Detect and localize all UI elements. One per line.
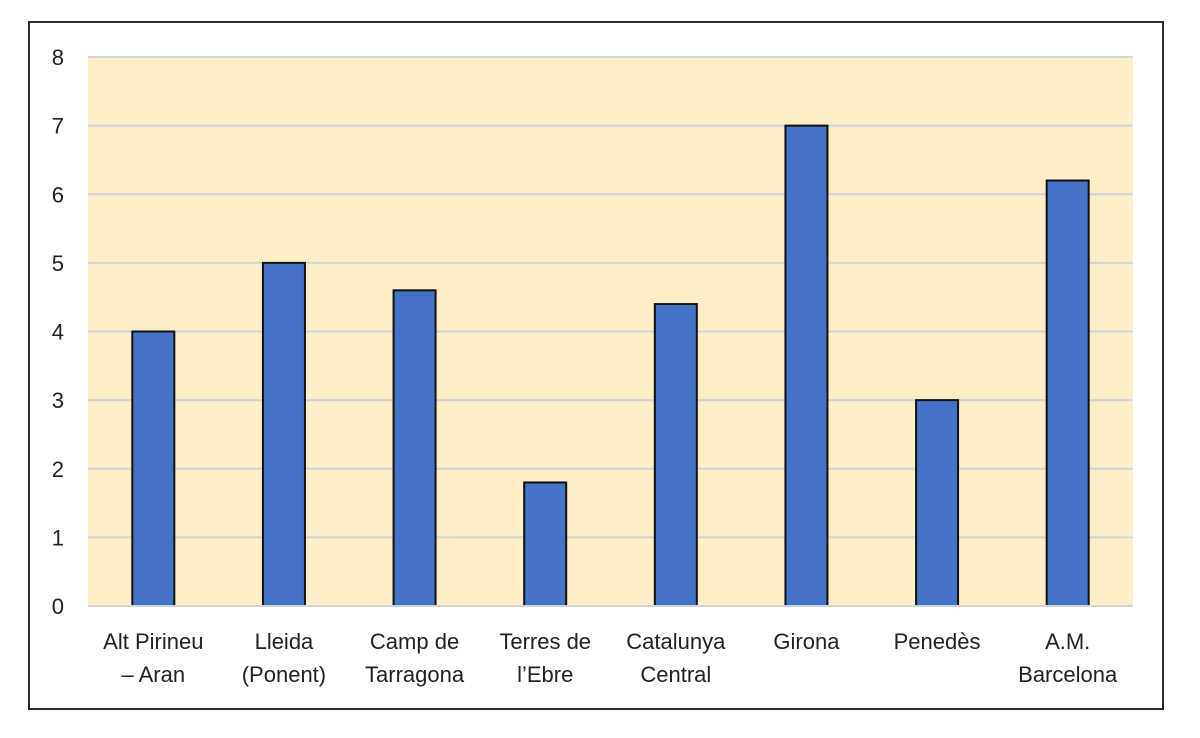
bar: [131, 330, 176, 607]
bar: [1045, 179, 1090, 607]
x-category-label-line: Barcelona: [1018, 662, 1118, 687]
x-axis-labels: Alt Pirineu – Aran Lleida (Ponent) Camp de Ta…: [103, 629, 1118, 687]
y-tick-label: 1: [52, 525, 64, 550]
x-category-label-line: Camp de: [370, 629, 459, 654]
x-category-label: Girona: [773, 629, 840, 654]
y-tick-label: 8: [52, 45, 64, 70]
bar: [523, 481, 568, 608]
y-tick-label: 5: [52, 251, 64, 276]
bar: [261, 261, 306, 607]
y-tick-label: 0: [52, 594, 64, 619]
bar: [915, 399, 960, 607]
x-category-label-line: A.M.: [1045, 629, 1090, 654]
x-category-label-line: (Ponent): [242, 662, 326, 687]
x-category-label: Lleida (Ponent): [242, 629, 326, 687]
bars: [131, 124, 1090, 608]
y-tick-label: 3: [52, 388, 64, 413]
x-category-label-line: Girona: [773, 629, 840, 654]
x-category-label-line: Lleida: [255, 629, 314, 654]
x-category-label-line: l’Ebre: [517, 662, 573, 687]
x-category-label-line: Penedès: [894, 629, 981, 654]
x-category-label-line: – Aran: [122, 662, 186, 687]
y-tick-label: 2: [52, 457, 64, 482]
y-tick-label: 7: [52, 114, 64, 139]
x-category-label: Penedès: [894, 629, 981, 654]
bar: [392, 289, 437, 607]
y-tick-label: 6: [52, 182, 64, 207]
x-category-label-line: Central: [640, 662, 711, 687]
x-category-label: Catalunya Central: [626, 629, 726, 687]
x-category-label: Alt Pirineu – Aran: [103, 629, 203, 687]
x-category-label-line: Terres de: [499, 629, 591, 654]
y-tick-label: 4: [52, 320, 64, 345]
x-category-label: A.M. Barcelona: [1018, 629, 1118, 687]
x-category-label-line: Tarragona: [365, 662, 465, 687]
x-category-label-line: Alt Pirineu: [103, 629, 203, 654]
x-category-label-line: Catalunya: [626, 629, 726, 654]
bar: [784, 124, 829, 607]
x-category-label: Terres de l’Ebre: [499, 629, 591, 687]
bar: [653, 303, 698, 607]
x-category-label: Camp de Tarragona: [365, 629, 465, 687]
y-axis-ticks: 0 1 2 3 4 5 6 7 8: [52, 45, 64, 619]
